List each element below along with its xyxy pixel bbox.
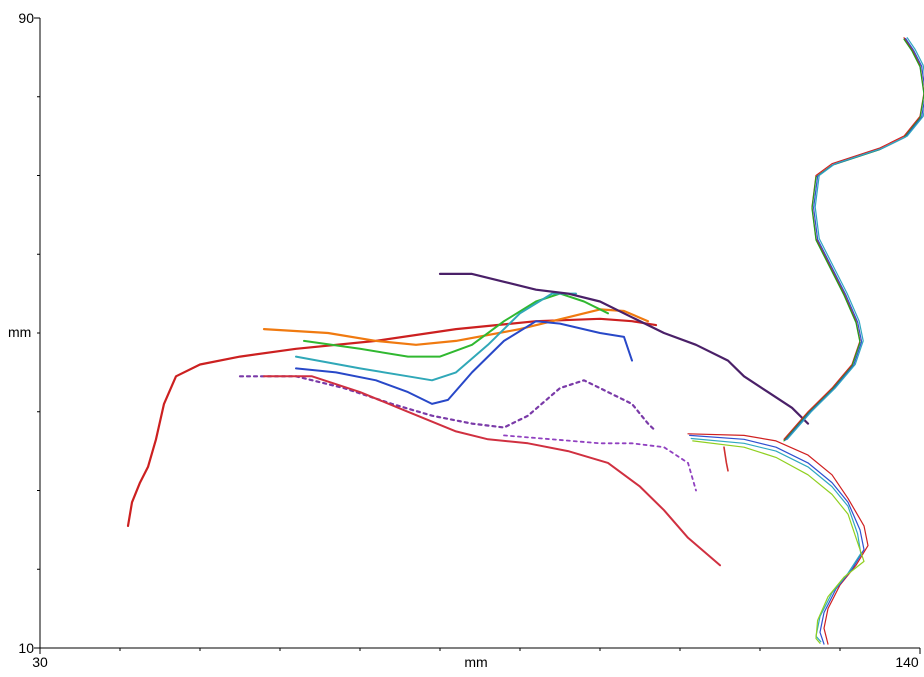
- trace-15: [687, 433, 869, 645]
- trace-9: [438, 272, 810, 425]
- trace-3: [303, 292, 609, 358]
- trace-1: [126, 317, 658, 528]
- trace-7: [263, 375, 721, 567]
- trace-17: [690, 437, 862, 643]
- data-traces: [126, 37, 924, 645]
- tick-marks: [34, 17, 921, 654]
- trace-4: [295, 292, 577, 382]
- y-tick-label-min: 10: [18, 640, 34, 656]
- x-tick-label-min: 30: [32, 654, 48, 670]
- trace-16: [688, 434, 865, 645]
- x-axis-title: mm: [464, 654, 487, 670]
- trace-11: [783, 37, 924, 440]
- trace-2: [262, 308, 650, 346]
- trace-14: [786, 37, 924, 440]
- y-axis-title: mm: [8, 324, 31, 340]
- trace-18: [692, 440, 865, 644]
- trace-13: [784, 37, 924, 441]
- trace-12: [783, 38, 924, 442]
- trace-10: [723, 446, 729, 472]
- y-tick-label-max: 90: [18, 10, 34, 26]
- trace-5: [295, 320, 633, 405]
- x-tick-label-max: 140: [895, 654, 919, 670]
- trace-8: [503, 434, 697, 492]
- trace-6: [238, 375, 658, 433]
